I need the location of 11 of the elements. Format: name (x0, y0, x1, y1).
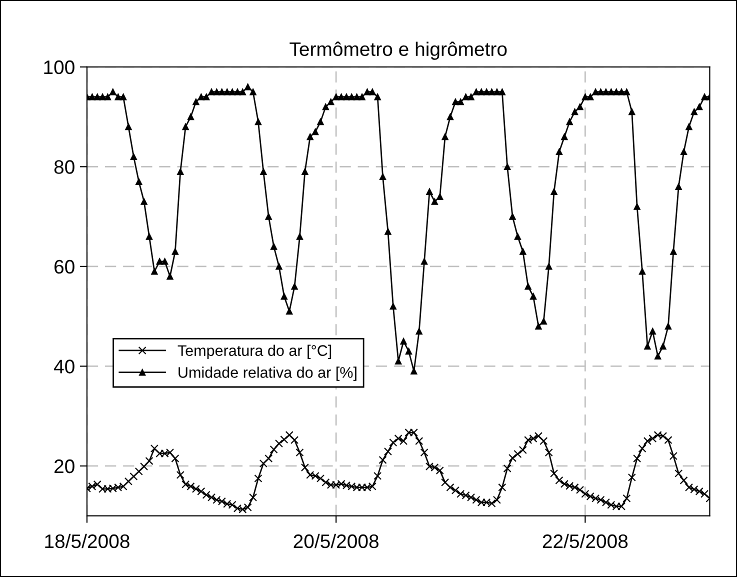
y-tick-label: 60 (54, 260, 74, 274)
x-tick-label: 18/5/2008 (45, 534, 130, 548)
legend-label: Temperatura do ar [°C] (178, 344, 332, 360)
y-tick-label: 40 (54, 360, 74, 374)
y-tick-label: 100 (44, 60, 74, 74)
x-tick-label: 20/5/2008 (294, 534, 378, 548)
x-tick-label: 22/5/2008 (542, 534, 628, 548)
chart-title: Termômetro e higrômetro (290, 42, 507, 60)
y-tick-label: 20 (54, 459, 74, 474)
y-tick-label: 80 (54, 160, 74, 174)
legend-label: Umidade relativa do ar [%] (178, 366, 356, 381)
